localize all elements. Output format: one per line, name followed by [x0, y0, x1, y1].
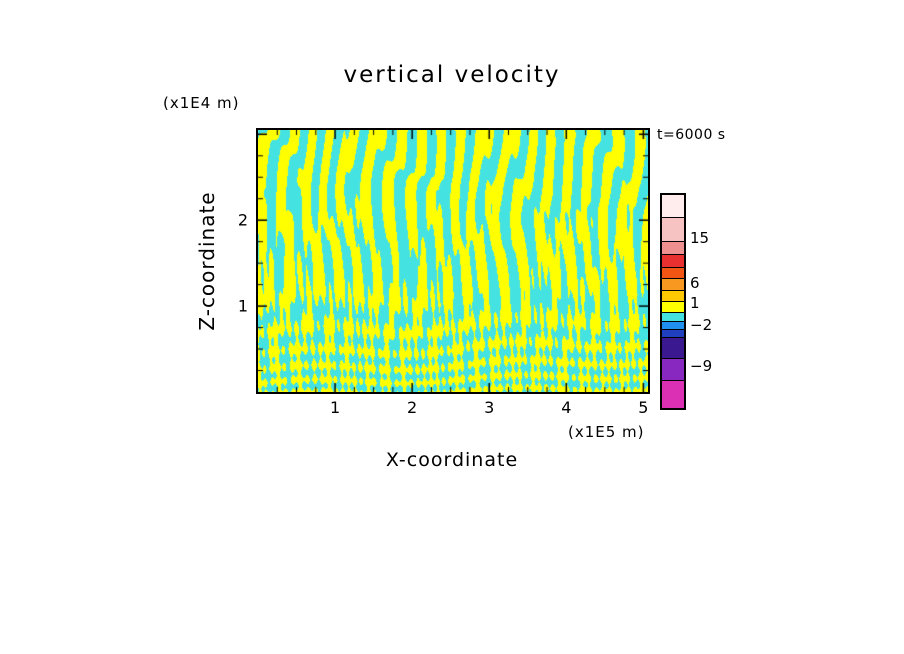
colorbar-segment — [662, 329, 684, 337]
colorbar-tick-label: 15 — [690, 229, 710, 247]
colorbar-segment — [662, 267, 684, 278]
z-tick-label: 2 — [237, 210, 248, 230]
colorbar-segment — [662, 254, 684, 267]
x-axis-unit-label: (x1E5 m) — [568, 423, 645, 441]
colorbar-segment — [662, 195, 684, 217]
colorbar-segment — [662, 312, 684, 321]
heatmap-canvas — [256, 128, 650, 394]
time-annotation: t=6000 s — [657, 127, 726, 143]
x-axis-label: X-coordinate — [385, 449, 519, 471]
colorbar-segment — [662, 358, 684, 380]
x-tick-label: 4 — [561, 398, 572, 417]
x-tick-label: 2 — [407, 398, 418, 417]
colorbar-segment — [662, 278, 684, 290]
x-tick-label: 5 — [638, 398, 649, 417]
colorbar-segment — [662, 321, 684, 329]
colorbar-tick-label: −2 — [690, 316, 713, 334]
colorbar-tick-label: 1 — [690, 294, 700, 312]
colorbar-segment — [662, 380, 684, 408]
colorbar — [660, 193, 686, 410]
x-tick-label: 1 — [329, 398, 341, 417]
colorbar-segment — [662, 241, 684, 254]
colorbar-segment — [662, 301, 684, 312]
colorbar-tick-label: 6 — [690, 274, 700, 292]
z-axis-unit-label: (x1E4 m) — [163, 94, 240, 112]
colorbar-segment — [662, 290, 684, 301]
z-axis-label: Z-coordinate — [195, 191, 219, 331]
x-tick-label: 3 — [484, 398, 495, 417]
colorbar-segment — [662, 337, 684, 358]
z-tick-label: 1 — [237, 296, 248, 316]
colorbar-segment — [662, 217, 684, 241]
colorbar-tick-label: −9 — [690, 357, 713, 375]
plot-title: vertical velocity — [343, 62, 561, 88]
